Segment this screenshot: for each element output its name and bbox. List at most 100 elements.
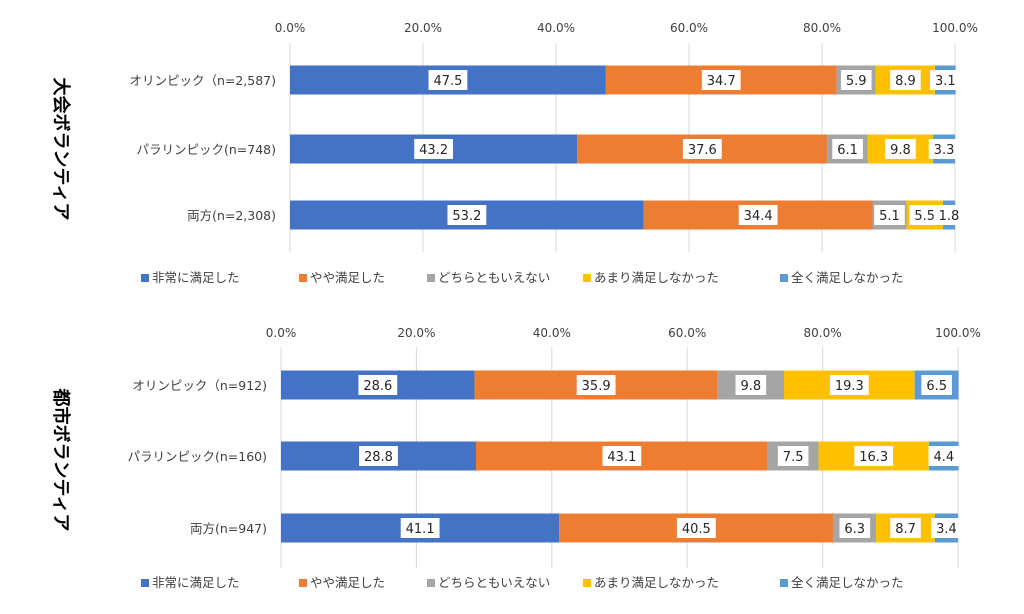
data-label: 9.8 — [740, 379, 761, 394]
legend-swatch — [583, 274, 591, 282]
data-label-background — [930, 70, 961, 90]
x-tick-label: 60.0% — [668, 326, 706, 340]
data-label-background — [909, 205, 941, 225]
category-label: オリンピック（n=2,587) — [129, 73, 276, 88]
data-label: 7.5 — [783, 450, 804, 465]
legend-swatch — [780, 579, 788, 587]
data-label-background — [931, 518, 962, 538]
data-label: 47.5 — [433, 74, 462, 89]
data-label-background — [874, 205, 905, 225]
category-label: 両方(n=2,308) — [187, 208, 276, 223]
data-label: 5.1 — [879, 209, 900, 224]
data-label: 8.9 — [895, 74, 916, 89]
legend-label: 全く満足しなかった — [791, 270, 904, 285]
legend-swatch — [141, 579, 149, 587]
x-tick-label: 40.0% — [533, 326, 571, 340]
data-label-background — [414, 139, 454, 159]
data-label-background — [840, 70, 872, 90]
x-tick-label: 0.0% — [266, 326, 297, 340]
category-label: オリンピック（n=912) — [132, 378, 267, 393]
data-label-background — [885, 139, 916, 159]
legend-label: やや満足した — [310, 575, 385, 590]
data-label-background — [928, 139, 960, 159]
data-label-background — [890, 70, 921, 90]
legend-label: どちらともいえない — [438, 575, 550, 590]
legend-label: 全く満足しなかった — [791, 575, 904, 590]
x-tick-label: 100.0% — [935, 326, 981, 340]
data-label-background — [921, 375, 952, 395]
data-label: 3.1 — [935, 74, 956, 89]
data-label: 6.5 — [926, 379, 947, 394]
legend-swatch — [427, 579, 435, 587]
data-label-background — [682, 139, 722, 159]
data-label: 28.8 — [364, 450, 393, 465]
data-label: 9.8 — [890, 143, 911, 158]
legend-swatch — [427, 274, 435, 282]
legend-swatch — [583, 579, 591, 587]
legend-label: 非常に満足した — [152, 270, 240, 285]
category-label: パラリンピック(n=160) — [127, 449, 267, 464]
legend-label: あまり満足しなかった — [594, 270, 719, 285]
data-label: 3.4 — [936, 522, 957, 537]
data-label-background — [447, 205, 487, 225]
data-label: 16.3 — [859, 450, 888, 465]
legend-label: あまり満足しなかった — [594, 575, 719, 590]
data-label: 6.3 — [844, 522, 865, 537]
data-label-background — [701, 70, 741, 90]
legend-label: どちらともいえない — [438, 270, 550, 285]
data-label: 19.3 — [835, 379, 864, 394]
data-label: 53.2 — [452, 209, 481, 224]
data-label-background — [890, 518, 921, 538]
x-tick-label: 0.0% — [275, 21, 306, 35]
data-label-background — [735, 375, 767, 395]
data-label-background — [359, 446, 398, 466]
data-label-background — [400, 518, 440, 538]
data-label-background — [428, 70, 468, 90]
data-label: 28.6 — [363, 379, 392, 394]
category-label: 両方(n=947) — [190, 521, 267, 536]
data-label: 5.9 — [846, 74, 867, 89]
data-label-background — [576, 375, 616, 395]
data-label: 41.1 — [406, 522, 435, 537]
data-label-background — [829, 375, 869, 395]
x-tick-label: 20.0% — [404, 21, 442, 35]
data-label-background — [676, 518, 716, 538]
data-label-background — [933, 205, 965, 225]
data-label: 34.7 — [707, 74, 736, 89]
data-label: 4.4 — [933, 450, 954, 465]
x-tick-label: 20.0% — [397, 326, 435, 340]
data-label-background — [839, 518, 871, 538]
data-label-background — [358, 375, 398, 395]
side-label: 大会ボランティア — [50, 78, 72, 221]
data-label-background — [602, 446, 642, 466]
side-label: 都市ボランティア — [50, 388, 72, 532]
x-tick-label: 60.0% — [670, 21, 708, 35]
legend-swatch — [780, 274, 788, 282]
data-label: 43.1 — [607, 450, 636, 465]
x-tick-label: 100.0% — [932, 21, 978, 35]
x-tick-label: 80.0% — [804, 326, 842, 340]
category-label: パラリンピック(n=748) — [136, 142, 276, 157]
data-label: 43.2 — [419, 143, 448, 158]
data-label-background — [777, 446, 809, 466]
data-label: 40.5 — [682, 522, 711, 537]
data-label: 5.5 — [914, 209, 935, 224]
legend-swatch — [299, 274, 307, 282]
data-label-background — [854, 446, 894, 466]
data-label: 1.8 — [939, 209, 960, 224]
legend-label: 非常に満足した — [152, 575, 240, 590]
x-tick-label: 80.0% — [803, 21, 841, 35]
data-label: 8.7 — [895, 522, 916, 537]
data-label: 37.6 — [688, 143, 717, 158]
data-label: 34.4 — [744, 209, 773, 224]
data-label-background — [832, 139, 863, 159]
legend-swatch — [141, 274, 149, 282]
legend-label: やや満足した — [310, 270, 385, 285]
data-label-background — [738, 205, 778, 225]
data-label: 6.1 — [837, 143, 858, 158]
data-label-background — [928, 446, 960, 466]
x-tick-label: 40.0% — [537, 21, 575, 35]
legend-swatch — [299, 579, 307, 587]
